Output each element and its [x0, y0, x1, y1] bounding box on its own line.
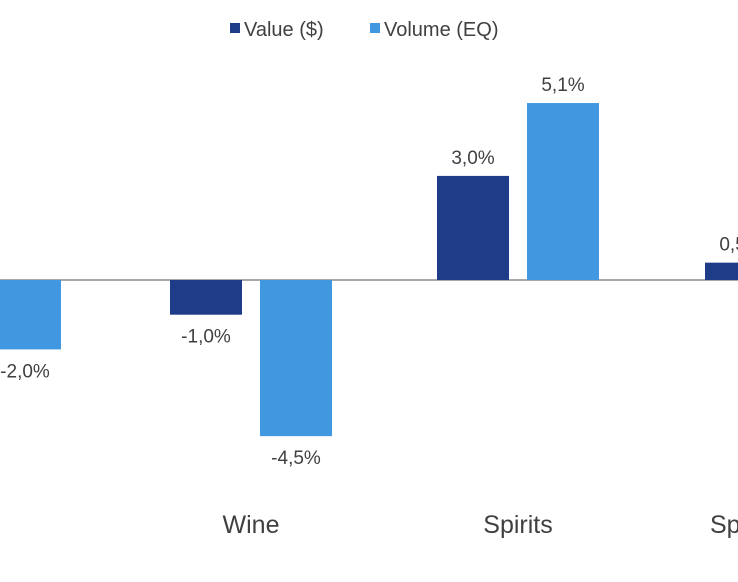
bar-1-spirits [437, 175, 509, 280]
category-label-4: Spirits [710, 511, 738, 539]
data-label-2-1: -2,0% [0, 361, 50, 382]
bar-1-wine [170, 280, 242, 315]
data-label-1-2: -1,0% [181, 327, 231, 348]
legend-label-2: Volume (EQ) [384, 19, 498, 41]
bar-2-beer [0, 280, 61, 350]
data-labels: -1,0% 3,0% 0,5% -2,0% -4,5% 5,1% [0, 75, 738, 469]
bar-1-spirits-rtd [705, 262, 738, 280]
category-label-3: Spirits [483, 511, 552, 539]
legend: Value ($) Volume (EQ) [230, 19, 498, 41]
bars [0, 103, 738, 437]
data-label-2-3: 5,1% [541, 75, 584, 96]
category-label-2: Wine [223, 511, 280, 539]
legend-swatch-1 [230, 23, 240, 33]
legend-label-1: Value ($) [244, 19, 324, 41]
category-labels: erWineSpiritsSpirits [223, 511, 738, 539]
legend-swatch-2 [370, 23, 380, 33]
data-label-1-4: 0,5% [719, 235, 738, 256]
data-label-2-2: -4,5% [271, 448, 321, 469]
data-label-1-3: 3,0% [451, 148, 494, 169]
bar-2-spirits [527, 103, 599, 280]
bar-2-wine [260, 280, 332, 437]
